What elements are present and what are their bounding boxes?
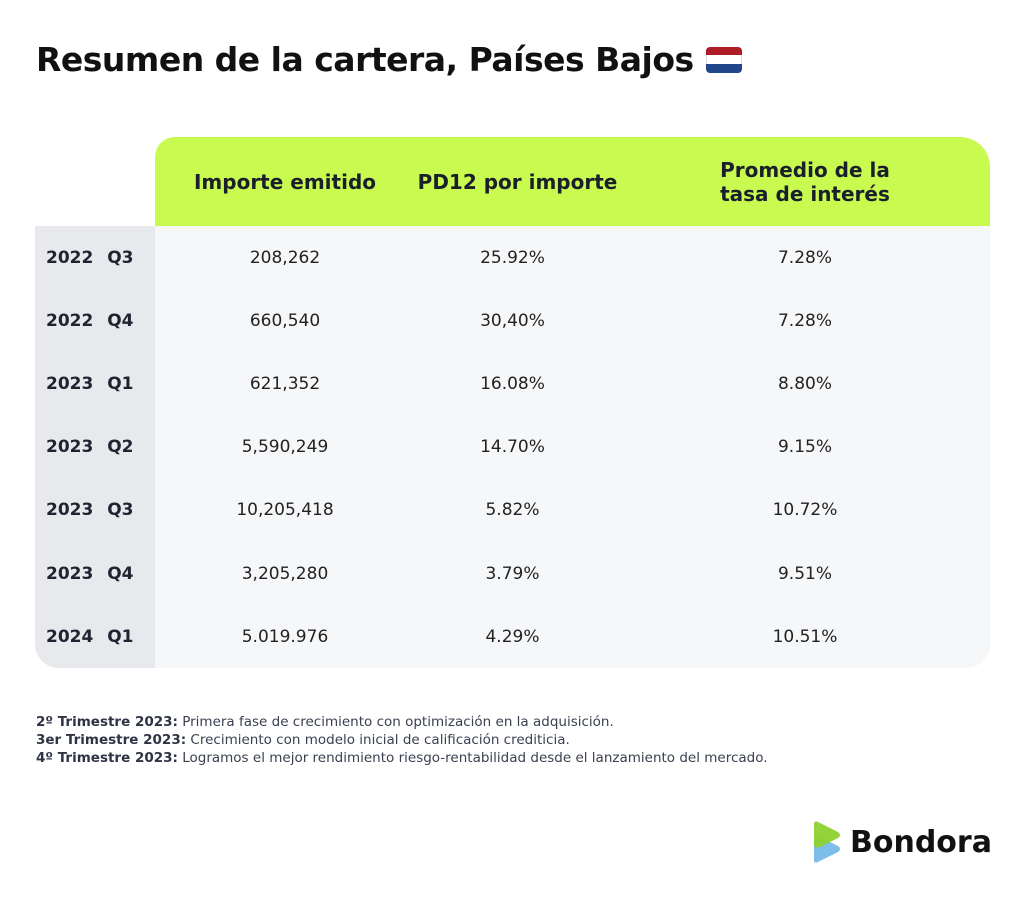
- footnote-label: 4º Trimestre 2023:: [36, 750, 178, 766]
- header-pd12: PD12 por importe: [417, 169, 618, 194]
- title-text: Resumen de la cartera, Países Bajos: [36, 40, 694, 79]
- amount-cell: 208,262: [249, 247, 321, 268]
- period-label: 2023 Q2: [46, 437, 134, 458]
- footnote-label: 3er Trimestre 2023:: [36, 732, 187, 748]
- pd12-cell: 25.92%: [480, 247, 545, 268]
- amount-cell: 5,590,249: [241, 437, 329, 458]
- rate-cell: 10.72%: [772, 500, 838, 521]
- table-row: 2022 Q3 208,262 25.92% 7.28%: [35, 226, 990, 289]
- brand-name: Bondora: [850, 824, 992, 860]
- period-label: 2023 Q1: [46, 373, 134, 394]
- period-label: 2022 Q4: [46, 310, 134, 331]
- table-row: 2023 Q1 621,352 16.08% 8.80%: [35, 352, 990, 415]
- pd12-cell: 16.08%: [480, 373, 545, 394]
- table-body: 2022 Q3 208,262 25.92% 7.28% 2022 Q4 660,…: [35, 226, 990, 668]
- period-label: 2023 Q3: [46, 500, 134, 521]
- footnote-text: Logramos el mejor rendimiento riesgo-ren…: [177, 750, 768, 766]
- bondora-logo-icon: [814, 821, 840, 863]
- footnote: 3er Trimestre 2023: Crecimiento con mode…: [36, 731, 768, 749]
- footnotes: 2º Trimestre 2023: Primera fase de creci…: [36, 713, 768, 767]
- footnote: 4º Trimestre 2023: Logramos el mejor ren…: [36, 749, 768, 767]
- footnote: 2º Trimestre 2023: Primera fase de creci…: [36, 713, 768, 731]
- period-column: [35, 226, 155, 668]
- table-row: 2024 Q1 5.019.976 4.29% 10.51%: [35, 605, 990, 668]
- rate-cell: 9.51%: [777, 563, 832, 584]
- table-row: 2023 Q3 10,205,418 5.82% 10.72%: [35, 479, 990, 542]
- netherlands-flag-icon: [705, 46, 742, 73]
- amount-cell: 3,205,280: [241, 563, 329, 584]
- amount-cell: 10,205,418: [236, 500, 334, 521]
- table-row: 2023 Q2 5,590,249 14.70% 9.15%: [35, 416, 990, 479]
- table-row: 2023 Q4 3,205,280 3.79% 9.51%: [35, 542, 990, 605]
- page-title: Resumen de la cartera, Países Bajos: [36, 40, 742, 79]
- period-label: 2024 Q1: [46, 626, 134, 647]
- pd12-cell: 3.79%: [485, 563, 540, 584]
- footnote-text: Crecimiento con modelo inicial de califi…: [186, 732, 570, 748]
- amount-cell: 5.019.976: [241, 626, 329, 647]
- pd12-cell: 5.82%: [485, 500, 540, 521]
- amount-cell: 621,352: [249, 373, 321, 394]
- rate-cell: 7.28%: [777, 310, 832, 331]
- header-rate: Promedio de la tasa de interés: [720, 157, 890, 206]
- amount-cell: 660,540: [249, 310, 321, 331]
- rate-cell: 9.15%: [777, 437, 832, 458]
- period-label: 2023 Q4: [46, 563, 134, 584]
- pd12-cell: 30,40%: [480, 310, 545, 331]
- pd12-cell: 4.29%: [485, 626, 540, 647]
- rate-cell: 8.80%: [777, 373, 832, 394]
- footnote-label: 2º Trimestre 2023:: [36, 714, 178, 730]
- pd12-cell: 14.70%: [480, 437, 545, 458]
- rate-cell: 7.28%: [777, 247, 832, 268]
- bondora-logo: Bondora: [812, 820, 992, 864]
- footnote-text: Primera fase de crecimiento con optimiza…: [177, 714, 614, 730]
- table-header: Importe emitido PD12 por importe Promedi…: [155, 137, 990, 226]
- rate-cell: 10.51%: [772, 626, 838, 647]
- header-amount: Importe emitido: [193, 169, 377, 194]
- period-label: 2022 Q3: [46, 247, 134, 268]
- table-row: 2022 Q4 660,540 30,40% 7.28%: [35, 289, 990, 352]
